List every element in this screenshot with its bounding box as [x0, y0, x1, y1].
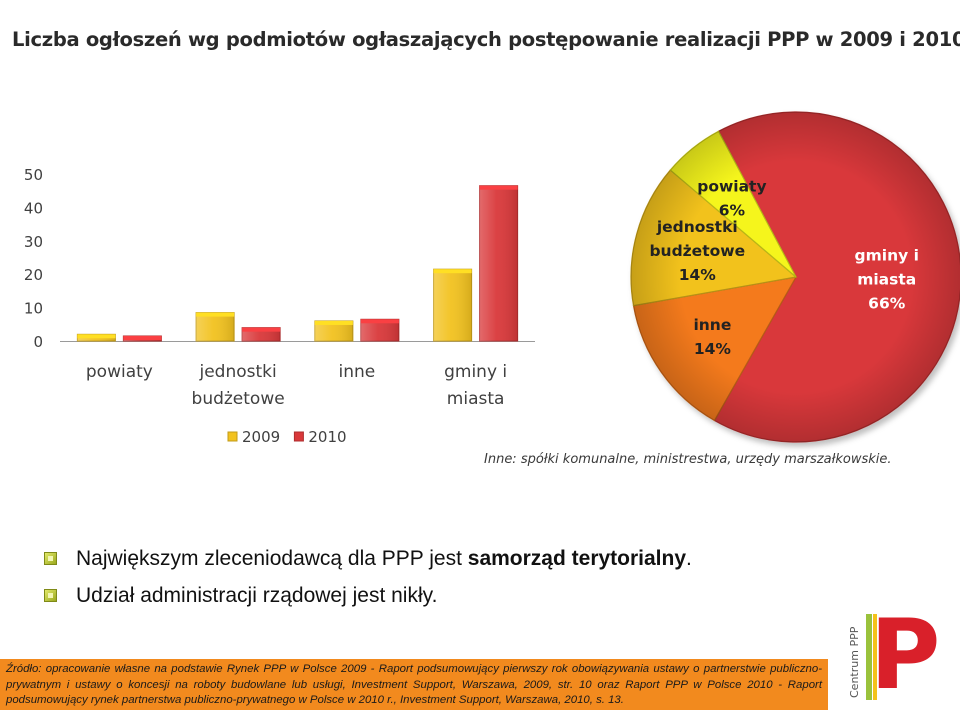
- bar-cap: [314, 320, 353, 325]
- bullet-text-prefix: Największym zleceniodawcą dla PPP jest: [76, 547, 468, 570]
- x-tick-label: budżetowe: [192, 389, 285, 409]
- bar-highlight: [314, 320, 353, 341]
- x-tick-label: inne: [339, 362, 376, 382]
- bar-highlight: [433, 269, 472, 341]
- pie-shading: [631, 112, 960, 442]
- x-tick-label: jednostki: [199, 362, 277, 382]
- legend-swatch-2010: [293, 431, 304, 442]
- legend-label-2010: 2010: [308, 428, 346, 446]
- pie-label-0: miasta: [857, 270, 916, 288]
- square-bullet-icon: [44, 589, 57, 602]
- bar-cap: [123, 335, 162, 340]
- bullet-text-prefix: Udział administracji rządowej jest nikły…: [76, 584, 438, 607]
- x-tick-label: gminy i: [444, 362, 507, 382]
- centrum-ppp-logo: Centrum PPP P: [848, 608, 940, 703]
- pie-label-3: powiaty: [697, 177, 766, 195]
- bar-cap: [360, 319, 399, 324]
- y-tick-label: 30: [24, 233, 43, 251]
- bar-highlight: [196, 312, 235, 341]
- pie-label-1: 14%: [694, 340, 732, 358]
- y-tick-label: 10: [24, 300, 43, 318]
- x-tick-label: powiaty: [86, 362, 153, 382]
- pie-chart: gminy i miasta 66% inne 14% jednostki budżetow…: [630, 111, 960, 443]
- legend-label-2009: 2009: [242, 428, 280, 446]
- charts-canvas: 0 10 20 30 40 50 powiaty jednostki budżetowe inne…: [24, 111, 960, 446]
- source-footer: Źródło: opracowanie własne na podstawie …: [0, 659, 828, 710]
- pie-footnote: Inne: spółki komunalne, ministrestwa, ur…: [484, 452, 892, 467]
- bar-cap: [433, 269, 472, 274]
- logo-text: Centrum PPP: [848, 626, 861, 698]
- bar-cap: [77, 334, 116, 339]
- bar-cap: [242, 327, 281, 332]
- y-tick-label: 40: [24, 199, 43, 217]
- bar-cap: [196, 312, 235, 317]
- pie-label-2: jednostki: [656, 218, 738, 236]
- bullet-item-2: Udział administracji rządowej jest nikły…: [44, 585, 692, 606]
- pie-label-3: 6%: [719, 201, 746, 219]
- pie-label-0: gminy i: [855, 246, 919, 264]
- logo-letter: P: [870, 608, 940, 703]
- bullet-list: Największym zleceniodawcą dla PPP jest s…: [44, 548, 692, 622]
- bullet-text-bold: samorząd terytorialny: [467, 547, 687, 570]
- pie-label-2: 14%: [679, 266, 717, 284]
- pie-label-2: budżetowe: [649, 242, 745, 260]
- bullet-item-1: Największym zleceniodawcą dla PPP jest s…: [44, 548, 692, 569]
- y-tick-label: 0: [33, 333, 43, 351]
- y-tick-label: 20: [24, 266, 43, 284]
- bullet-text-suffix: .: [686, 547, 692, 570]
- legend-swatch-2009: [227, 431, 238, 442]
- y-tick-label: 50: [24, 166, 43, 184]
- page-title: Liczba ogłoszeń wg podmiotów ogłaszający…: [12, 28, 960, 51]
- source-text: Źródło: opracowanie własne na podstawie …: [6, 663, 822, 707]
- bar-cap: [479, 185, 518, 190]
- pie-label-1: inne: [693, 316, 731, 334]
- bar-highlight: [360, 319, 399, 341]
- bar-highlight: [479, 185, 518, 341]
- pie-label-0: 66%: [868, 294, 906, 312]
- x-tick-label: miasta: [447, 389, 505, 409]
- bar-chart: 0 10 20 30 40 50 powiaty jednostki budżetowe inne…: [24, 166, 535, 446]
- square-bullet-icon: [44, 552, 57, 565]
